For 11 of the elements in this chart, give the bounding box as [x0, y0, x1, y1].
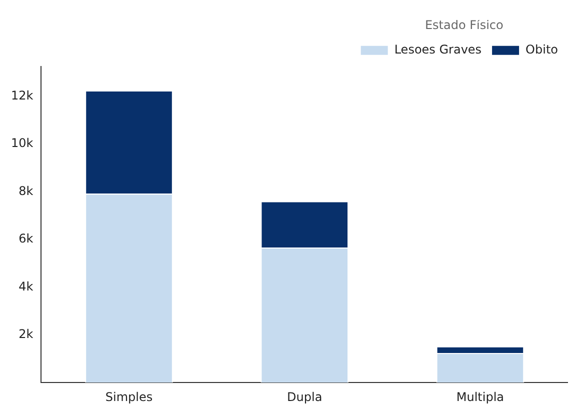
legend-label: Lesoes Graves	[394, 42, 482, 57]
y-tick-label: 6k	[18, 232, 34, 246]
x-tick-label: Simples	[105, 390, 153, 404]
x-tick-label: Dupla	[287, 390, 322, 404]
y-tick-label: 12k	[11, 88, 34, 102]
legend-label: Obito	[526, 42, 558, 57]
y-tick-label: 4k	[18, 279, 34, 294]
y-tick-label: 8k	[18, 184, 34, 198]
y-tick-label: 10k	[11, 136, 34, 150]
x-tick-label: Multipla	[456, 390, 504, 404]
y-tick-label: 2k	[18, 326, 34, 341]
